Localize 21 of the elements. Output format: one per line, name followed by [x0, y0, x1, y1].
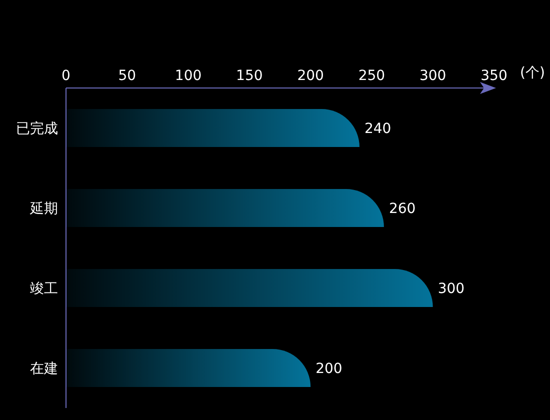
- x-tick-label: 50: [118, 68, 136, 84]
- bar: [66, 109, 360, 147]
- x-axis-title: (个): [520, 64, 545, 82]
- x-tick-label: 200: [297, 68, 324, 84]
- bar: [66, 349, 311, 387]
- y-tick-label: 已完成: [16, 120, 58, 137]
- x-tick-label: 250: [358, 68, 386, 84]
- x-tick-label: 0: [62, 68, 70, 84]
- x-tick-label: 350: [480, 68, 508, 84]
- bar: [66, 189, 384, 227]
- data-label: 200: [316, 360, 342, 377]
- bar: [66, 269, 433, 307]
- data-label: 260: [388, 200, 416, 217]
- y-tick-label: 在建: [30, 360, 58, 377]
- x-tick-label: 100: [174, 68, 202, 84]
- x-tick-label: 150: [236, 68, 263, 84]
- y-tick-label: 延期: [29, 200, 58, 217]
- data-label: 240: [364, 120, 392, 137]
- x-tick-label: 300: [419, 68, 446, 84]
- y-tick-label: 竣工: [30, 280, 58, 297]
- data-label: 300: [438, 280, 465, 297]
